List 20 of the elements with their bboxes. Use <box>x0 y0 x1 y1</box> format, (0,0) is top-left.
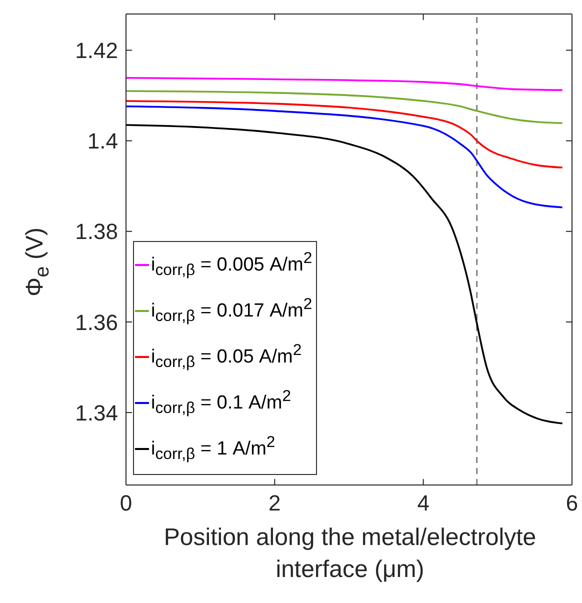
legend-label: i$_{corr,β}$ = 1 A/m$^{2}$ <box>151 434 276 464</box>
y-tick-label: 1.34 <box>75 400 118 426</box>
legend-label: i$_{corr,β}$ = 0.017 A/m$^{2}$ <box>151 296 312 326</box>
x-tick-label: 2 <box>268 490 281 516</box>
line-series <box>126 124 564 424</box>
x-axis-title: Position along the metal/electrolyte interface (μm) <box>162 523 538 585</box>
line-series <box>126 105 564 208</box>
y-tick-label: 1.38 <box>75 219 118 244</box>
line-series <box>126 100 564 168</box>
line-series <box>126 90 564 124</box>
legend-label: i$_{corr,β}$ = 0.1 A/m$^{2}$ <box>151 388 292 418</box>
x-tick-label: 0 <box>120 490 132 516</box>
legend-label: i$_{corr,β}$ = 0.005 A/m$^{2}$ <box>151 250 312 280</box>
x-tick-label: 4 <box>417 490 430 516</box>
y-tick-label: 1.42 <box>75 38 118 64</box>
legend-label: i$_{corr,β}$ = 0.05 A/m$^{2}$ <box>151 342 302 372</box>
y-tick-label: 1.36 <box>75 310 118 335</box>
line-series <box>126 76 564 91</box>
y-tick-label: 1.4 <box>87 128 118 154</box>
x-tick-label: 6 <box>566 490 578 516</box>
